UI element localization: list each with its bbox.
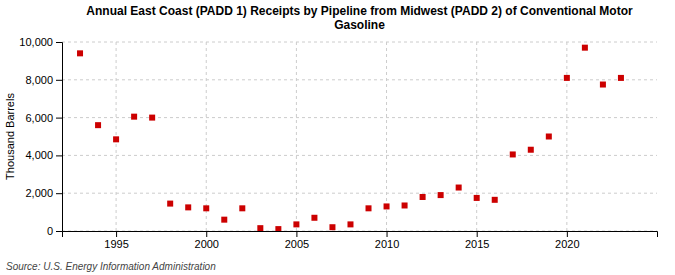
x-tick: 2000 [195, 231, 219, 250]
x-tick: 1995 [104, 231, 128, 250]
x-tick-mark [206, 231, 207, 237]
x-tick: 2010 [375, 231, 399, 250]
point [311, 215, 317, 221]
point [528, 147, 534, 153]
y-tick-label: 0 [47, 225, 53, 237]
y-axis: 0 2,000 4,000 6,000 8,000 10,000 [19, 36, 62, 237]
title: Annual East Coast (PADD 1) Receipts by P… [86, 4, 633, 32]
point [546, 134, 552, 140]
x-tick-mark [296, 231, 297, 237]
x-tick-label: 2015 [465, 238, 489, 250]
y-axis-line [56, 43, 63, 232]
y-tick: 10,000 [19, 36, 62, 48]
x-tick-mark [477, 231, 478, 237]
point [293, 221, 299, 227]
x-axis: 1995 2000 2005 2010 2015 2020 [63, 231, 658, 250]
grid-line-y [62, 155, 657, 156]
point [384, 203, 390, 209]
x-tick: 2020 [555, 231, 579, 250]
point [275, 226, 281, 231]
x-tick-label: 1995 [104, 238, 128, 250]
x-tick-label: 2005 [285, 238, 309, 250]
plot: 1995 2000 2005 2010 2015 2020 0 2,000 4,000 6,000… [19, 36, 657, 250]
y-tick-label: 2,000 [25, 187, 53, 199]
point [329, 224, 335, 230]
x-axis-line [63, 232, 658, 238]
source: Source: U.S. Energy Information Administ… [6, 261, 216, 272]
point [131, 114, 137, 120]
grid-line-y [62, 193, 657, 194]
x-tick-mark [116, 231, 117, 237]
y-tick-label: 10,000 [19, 36, 53, 48]
y-tick: 6,000 [25, 112, 62, 124]
grid-line-x [476, 42, 477, 231]
point [474, 195, 480, 201]
y-tick-mark [56, 80, 62, 81]
point [492, 197, 498, 203]
y-tick: 8,000 [25, 74, 62, 86]
y-tick: 2,000 [25, 187, 62, 199]
point [257, 225, 263, 231]
grid-line-x [566, 42, 567, 231]
x-tick-mark [567, 231, 568, 237]
point [221, 217, 227, 223]
point [420, 194, 426, 200]
grid-line-x [386, 42, 387, 231]
y-tick-mark [56, 155, 62, 156]
y-tick: 0 [47, 225, 62, 237]
points [77, 45, 624, 231]
grid-line-y [62, 42, 657, 43]
point [402, 202, 408, 208]
point [456, 185, 462, 191]
y-tick-label: 8,000 [25, 74, 53, 86]
x-tick: 2015 [465, 231, 489, 250]
point [510, 151, 516, 157]
y-tick-mark [56, 231, 62, 232]
point [438, 192, 444, 198]
point [77, 50, 83, 56]
point [113, 136, 119, 142]
point [347, 221, 353, 227]
point [167, 201, 173, 207]
point [203, 205, 209, 211]
grid-line-x [296, 42, 297, 231]
x-tick-label: 2000 [195, 238, 219, 250]
point [618, 75, 624, 81]
point [564, 75, 570, 81]
x-tick-label: 2020 [555, 238, 579, 250]
point [239, 205, 245, 211]
point [149, 115, 155, 121]
x-tick-mark [387, 231, 388, 237]
point [582, 45, 588, 51]
point [185, 204, 191, 210]
chart: 1995 2000 2005 2010 2015 2020 0 2,000 4,000 6,000… [0, 0, 675, 275]
x-tick-label: 2010 [375, 238, 399, 250]
grid [62, 42, 657, 231]
point [366, 205, 372, 211]
point [600, 82, 606, 88]
y-axis-title: Thousand Barrels [4, 93, 16, 180]
grid-line-x [206, 42, 207, 231]
y-tick-label: 6,000 [25, 112, 53, 124]
y-tick: 4,000 [25, 149, 62, 161]
y-tick-label: 4,000 [25, 149, 53, 161]
y-tick-mark [56, 118, 62, 119]
point [95, 122, 101, 128]
y-tick-mark [56, 42, 62, 43]
y-tick-mark [56, 193, 62, 194]
x-tick: 2005 [285, 231, 309, 250]
